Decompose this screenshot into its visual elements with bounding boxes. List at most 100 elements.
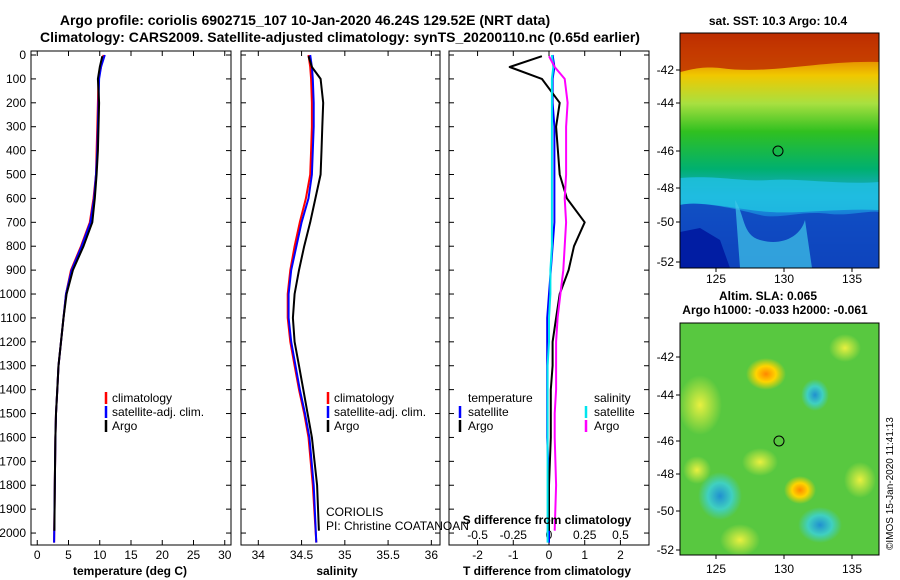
sdiff-satellite-line bbox=[546, 54, 555, 543]
legend-s-argo: Argo bbox=[594, 419, 620, 433]
figure-title-line2: Climatology: CARS2009. Satellite-adjuste… bbox=[40, 29, 640, 45]
figure-title-line1: Argo profile: coriolis 6902715_107 10-Ja… bbox=[60, 12, 550, 28]
legend-salinity-title: salinity bbox=[594, 391, 631, 405]
temperature-legend: climatology satellite-adj. clim. Argo bbox=[104, 391, 204, 433]
depth-tick-label: 2000 bbox=[0, 526, 26, 540]
depth-tick-label: 1500 bbox=[0, 407, 26, 421]
lat-tick-label: -42 bbox=[657, 63, 675, 77]
sla-map-title-2: Argo h1000: -0.033 h2000: -0.061 bbox=[682, 303, 868, 317]
depth-tick-label: 1400 bbox=[0, 383, 26, 397]
lat-tick-label: -48 bbox=[657, 181, 675, 195]
temp-satellite-line bbox=[53, 54, 106, 543]
x-tick-label: 0 bbox=[546, 548, 553, 562]
x-tick-label: 5 bbox=[65, 548, 72, 562]
depth-tick-label: 800 bbox=[6, 239, 26, 253]
depth-tick-label: 1600 bbox=[0, 430, 26, 444]
depth-tick-label: 500 bbox=[6, 168, 26, 182]
depth-tick-label: 300 bbox=[6, 120, 26, 134]
x-tick-label: 30 bbox=[218, 548, 232, 562]
map-axis-ticks: -42 -42 -44 -44 -46 -46 -48 -48 -50 -50 -52 -52 125 1… bbox=[657, 63, 863, 576]
legend-t-argo: Argo bbox=[468, 419, 494, 433]
legend-climatology: climatology bbox=[112, 391, 172, 405]
x-tick-label: -0.5 bbox=[467, 528, 488, 542]
x-tick-label: 35 bbox=[338, 548, 352, 562]
sst-map-title: sat. SST: 10.3 Argo: 10.4 bbox=[709, 14, 848, 28]
sst-float-position-marker bbox=[772, 145, 784, 157]
x-tick-label: 0 bbox=[34, 548, 41, 562]
x-tick-labels: 0 5 10 15 20 25 30 34 34.5 35 35.5 36 -2 -1 0 1 2 -0.5 -0.… bbox=[34, 51, 629, 562]
x-tick-label: 2 bbox=[617, 548, 624, 562]
lat-tick-label: -48 bbox=[657, 467, 675, 481]
legend-satellite: satellite-adj. clim. bbox=[334, 405, 426, 419]
difference-legend: temperature satellite Argo salinity sate… bbox=[458, 391, 635, 433]
legend-satellite: satellite-adj. clim. bbox=[112, 405, 204, 419]
sst-map-image bbox=[680, 33, 879, 268]
x-tick-label: 25 bbox=[187, 548, 201, 562]
salinity-legend: climatology satellite-adj. clim. Argo bbox=[326, 391, 426, 433]
depth-axis-labels: 0 100 200 300 400 500 600 700 800 900 1000 1100 1200… bbox=[0, 48, 26, 540]
x-tick-label: 0.5 bbox=[612, 528, 629, 542]
legend-climatology: climatology bbox=[334, 391, 394, 405]
lat-tick-label: -44 bbox=[657, 96, 675, 110]
x-tick-label: 34.5 bbox=[290, 548, 314, 562]
x-tick-label: 20 bbox=[156, 548, 170, 562]
sal-argo-line bbox=[291, 55, 325, 531]
legend-temperature-title: temperature bbox=[468, 391, 533, 405]
x-tick-label: 1 bbox=[581, 548, 588, 562]
legend-t-satellite: satellite bbox=[468, 405, 509, 419]
sal-satellite-line bbox=[287, 54, 318, 543]
x-tick-label: 10 bbox=[93, 548, 107, 562]
sla-map-frame bbox=[679, 322, 880, 556]
lat-tick-label: -50 bbox=[657, 504, 675, 518]
lon-tick-label: 125 bbox=[706, 562, 726, 576]
salinity-axis-label: salinity bbox=[316, 564, 358, 578]
depth-tick-label: 1800 bbox=[0, 478, 26, 492]
depth-tick-label: 100 bbox=[6, 72, 26, 86]
sla-float-position-marker bbox=[773, 435, 785, 447]
s-difference-axis-label: S difference from climatology bbox=[463, 513, 632, 527]
lat-tick-label: -44 bbox=[657, 388, 675, 402]
profile-lines bbox=[53, 54, 586, 543]
institution-note: CORIOLIS bbox=[326, 505, 383, 519]
depth-tick-label: 1300 bbox=[0, 359, 26, 373]
x-tick-label: 15 bbox=[124, 548, 138, 562]
depth-tick-label: 400 bbox=[6, 144, 26, 158]
depth-tick-label: 900 bbox=[6, 263, 26, 277]
x-tick-label: 0.25 bbox=[573, 528, 597, 542]
lon-tick-label: 130 bbox=[774, 272, 794, 286]
lon-tick-label: 130 bbox=[774, 562, 794, 576]
lon-tick-label: 125 bbox=[706, 272, 726, 286]
depth-tick-label: 200 bbox=[6, 96, 26, 110]
temperature-plot-frame bbox=[30, 50, 232, 546]
x-tick-label: 36 bbox=[425, 548, 439, 562]
depth-tick-label: 1700 bbox=[0, 454, 26, 468]
credit-text: ©IMOS 15-Jan-2020 11:41:13 bbox=[885, 417, 896, 550]
lon-tick-label: 135 bbox=[842, 272, 862, 286]
depth-tick-marks bbox=[31, 54, 649, 534]
sla-map-image bbox=[680, 323, 879, 555]
sla-map-title-1: Altim. SLA: 0.065 bbox=[719, 289, 817, 303]
lat-tick-label: -46 bbox=[657, 434, 675, 448]
legend-s-satellite: satellite bbox=[594, 405, 635, 419]
legend-argo: Argo bbox=[112, 419, 138, 433]
salinity-plot-frame bbox=[240, 50, 441, 546]
depth-tick-label: 1900 bbox=[0, 502, 26, 516]
t-difference-axis-label: T difference from climatology bbox=[463, 564, 631, 578]
depth-tick-label: 0 bbox=[19, 48, 26, 62]
depth-tick-label: 600 bbox=[6, 191, 26, 205]
x-tick-label: -0.25 bbox=[500, 528, 528, 542]
pi-note: PI: Christine COATANOAN bbox=[326, 519, 469, 533]
depth-tick-label: 1100 bbox=[0, 311, 26, 325]
temperature-axis-label: temperature (deg C) bbox=[73, 564, 187, 578]
x-tick-label: 34 bbox=[252, 548, 266, 562]
lat-tick-label: -52 bbox=[657, 543, 675, 557]
sdiff-argo-line bbox=[548, 55, 569, 531]
x-tick-label: -1 bbox=[508, 548, 519, 562]
tdiff-argo-line bbox=[508, 55, 586, 531]
temp-climatology-line bbox=[53, 54, 105, 543]
lat-tick-label: -42 bbox=[657, 350, 675, 364]
lat-tick-label: -52 bbox=[657, 255, 675, 269]
x-tick-label: -2 bbox=[472, 548, 483, 562]
lat-tick-label: -50 bbox=[657, 215, 675, 229]
x-tick-label: 35.5 bbox=[376, 548, 400, 562]
